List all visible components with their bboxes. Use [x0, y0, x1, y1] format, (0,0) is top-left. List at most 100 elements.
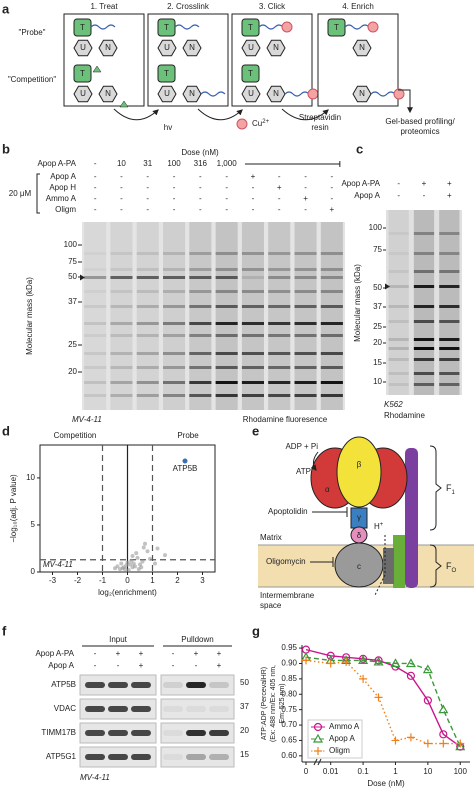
- x-label: log₂(enrichment): [98, 588, 157, 597]
- band: [84, 268, 106, 271]
- y-tick-label: 5: [31, 520, 36, 529]
- diagram-label-script: +: [380, 522, 384, 528]
- protein-label: T: [80, 23, 85, 32]
- point: [153, 561, 157, 566]
- band: [110, 352, 133, 355]
- band: [294, 381, 317, 384]
- band: [110, 381, 133, 384]
- band: [189, 352, 212, 355]
- sign: -: [278, 194, 281, 203]
- point: [148, 556, 152, 561]
- sign: -: [304, 183, 307, 192]
- marker: [326, 651, 335, 660]
- sign: +: [303, 194, 308, 203]
- point: [130, 554, 135, 559]
- bead: [281, 21, 293, 33]
- band: [84, 334, 107, 337]
- protein-label: T: [80, 69, 85, 78]
- bracket-f1: [429, 445, 442, 531]
- band: [136, 305, 159, 308]
- sign: -: [146, 183, 149, 192]
- sign: -: [331, 194, 334, 203]
- x-tick-label: 0.01: [323, 767, 339, 776]
- band: [110, 366, 133, 369]
- diagram-label: Oligomycin: [266, 557, 306, 566]
- subunit-label: β: [357, 460, 362, 469]
- point: [113, 566, 117, 571]
- marker: [439, 739, 448, 748]
- band: [110, 394, 133, 397]
- sign: +: [277, 183, 282, 192]
- stain-label: Rhodamine fluoresence: [243, 415, 328, 424]
- mw-label: 37: [68, 297, 77, 306]
- band-atp5b: [163, 276, 186, 279]
- blot: [160, 746, 235, 768]
- blot-band: [186, 730, 206, 736]
- marker: [326, 659, 335, 668]
- point: [141, 545, 146, 550]
- x-tick-label: 1: [393, 767, 398, 776]
- band: [241, 381, 264, 384]
- y-label: (Ex: 488 nm/Ex: 405 nm,: [270, 665, 277, 742]
- band: [268, 252, 291, 255]
- band: [163, 290, 186, 293]
- band: [136, 252, 159, 255]
- sign: +: [330, 205, 335, 214]
- band: [163, 322, 186, 325]
- lane: [268, 222, 291, 410]
- band: [388, 372, 409, 375]
- band: [215, 394, 238, 397]
- marker: [358, 655, 369, 664]
- band-atp5b: [294, 276, 317, 279]
- sign: -: [304, 205, 307, 214]
- protein-t: [73, 64, 92, 83]
- mw-label: 10: [373, 377, 382, 386]
- copper-bead: [236, 118, 248, 130]
- panel-label: e: [252, 423, 259, 438]
- blot-band: [108, 754, 128, 760]
- dose-label: 1,000: [217, 159, 238, 168]
- stain-label: Rhodamine: [384, 411, 425, 420]
- sign: -: [331, 172, 334, 181]
- mw-label: 100: [369, 223, 383, 232]
- lane: [189, 222, 212, 410]
- protein-label: T: [164, 69, 169, 78]
- y-label: ATP:ADP (PercevalHR): [261, 667, 268, 740]
- complex-label: FO: [446, 561, 457, 573]
- band: [320, 352, 343, 355]
- band: [413, 270, 435, 273]
- blot-band: [85, 730, 105, 736]
- legend-marker: [312, 733, 324, 743]
- marker: [455, 741, 466, 751]
- band: [268, 352, 291, 355]
- protein-label: N: [359, 43, 365, 52]
- compartment-label: Intermembrane: [260, 591, 315, 600]
- band: [241, 305, 264, 308]
- x-label: Dose (nM): [367, 779, 405, 788]
- band: [241, 290, 264, 293]
- step-note: Streptavidin: [299, 113, 341, 122]
- y-tick-label: 0.95: [281, 643, 297, 652]
- band: [294, 252, 317, 255]
- diagram-label: Apoptolidin: [268, 507, 308, 516]
- diagram-label-base: H: [374, 522, 380, 531]
- band: [189, 290, 212, 293]
- sign: -: [173, 205, 176, 214]
- point: [129, 558, 134, 563]
- y-tick-label: 0.65: [281, 736, 297, 745]
- row-label: Apop A: [354, 191, 380, 200]
- band: [110, 334, 133, 337]
- band: [189, 366, 212, 369]
- mw-label: 50: [240, 678, 249, 687]
- band: [189, 394, 212, 397]
- protein-label: T: [164, 23, 169, 32]
- band: [413, 347, 435, 350]
- mw-label: 100: [64, 240, 78, 249]
- band: [163, 305, 186, 308]
- protein-label: U: [164, 43, 170, 52]
- protein-label: N: [189, 43, 195, 52]
- sign: -: [117, 661, 120, 670]
- mw-label: 15: [373, 358, 382, 367]
- legend-box: [307, 719, 363, 759]
- band: [268, 366, 291, 369]
